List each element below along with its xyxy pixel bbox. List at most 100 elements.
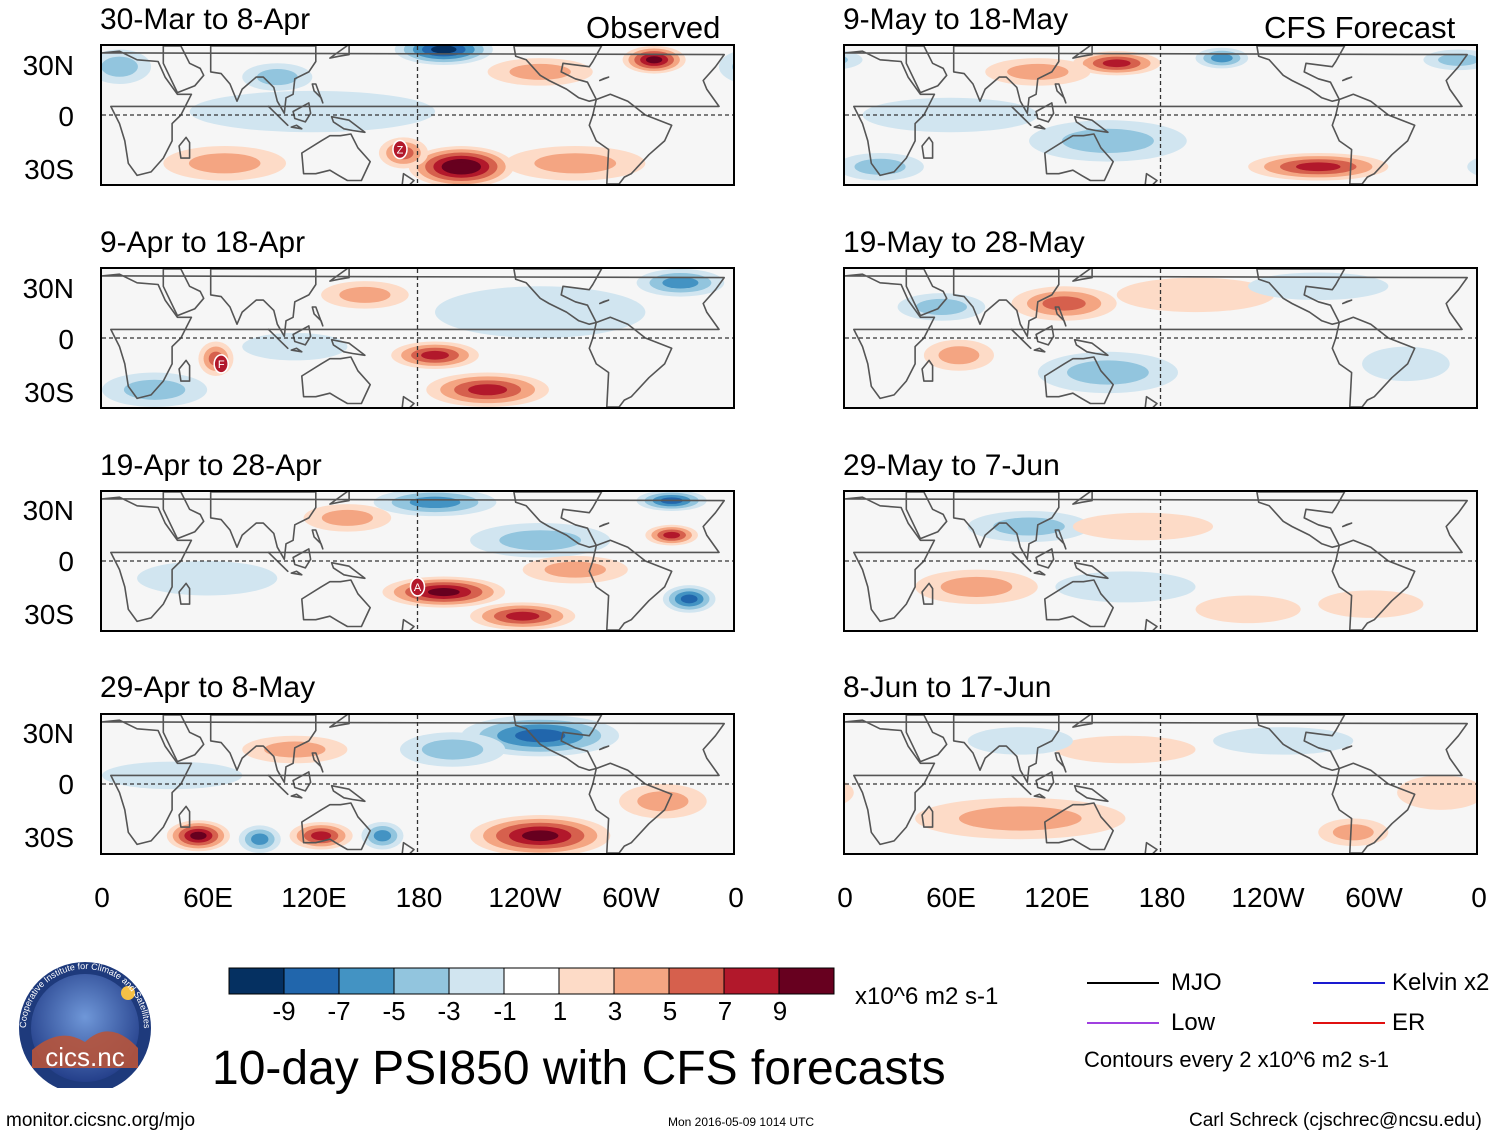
coastline (1010, 328, 1032, 350)
anomaly-contour (732, 63, 733, 70)
anomaly-contour (102, 56, 138, 77)
coastline (292, 771, 312, 792)
coastline (952, 269, 1060, 338)
panel-title: 19-May to 28-May (843, 226, 1085, 259)
lat-tick-30n: 30N (22, 50, 74, 81)
lon-tick: 120W (488, 882, 562, 913)
coastline (905, 269, 948, 317)
logo-text: cics.nc (45, 1042, 124, 1072)
lon-tick: 0 (728, 882, 744, 913)
coastline (1035, 102, 1055, 123)
lon-tick: 120E (281, 882, 347, 913)
anomaly-contour (421, 350, 449, 360)
coastline (952, 492, 1060, 561)
coastlines (845, 46, 1469, 184)
anomaly-contour (449, 162, 473, 172)
coastline (178, 805, 191, 828)
coastline (1331, 93, 1416, 184)
anomaly-contour (1318, 590, 1424, 618)
lat-tick-30n: 30N (22, 273, 74, 304)
anomaly-contour (915, 298, 967, 315)
coastline (588, 539, 673, 630)
colorbar-cell (228, 967, 285, 995)
coastline (401, 618, 415, 630)
coastline (1035, 771, 1055, 792)
anomaly-contour (339, 286, 391, 303)
coastline (1073, 561, 1109, 580)
anomaly-contour (662, 277, 699, 289)
colorbar-cell (668, 967, 725, 995)
colorbar-cell (778, 967, 835, 995)
colorbar-cell (558, 967, 615, 995)
legend-label-low: Low (1171, 1009, 1216, 1036)
anomaly-contour (1042, 296, 1086, 311)
panel-title: 19-Apr to 28-Apr (100, 449, 322, 482)
anomaly-contour (1248, 272, 1389, 301)
lon-tick: 60W (1345, 882, 1403, 913)
coastline (330, 784, 366, 803)
colorbar-cell (283, 967, 340, 995)
coastline (311, 83, 324, 104)
coastline (952, 46, 1060, 115)
coastline (329, 492, 350, 505)
anomaly-contour (522, 830, 559, 842)
anomaly-contour (1211, 53, 1233, 63)
coastline (292, 548, 312, 569)
coastline (1072, 46, 1093, 59)
legend-line-er (1313, 1022, 1385, 1024)
timestamp: Mon 2016-05-09 1014 UTC (668, 1115, 815, 1129)
coastline (330, 338, 366, 357)
anomaly-contour (468, 384, 508, 396)
coastline (921, 582, 934, 605)
coastline (588, 316, 673, 407)
map-panel (843, 713, 1478, 855)
coastline (1033, 124, 1046, 130)
map-panel: F (100, 267, 735, 409)
lon-tick: 120E (1024, 882, 1090, 913)
storm-marker (213, 354, 229, 374)
panel-title: 9-May to 18-May (843, 3, 1069, 36)
anomaly-contour (1067, 360, 1149, 385)
anomaly-contour (251, 833, 269, 845)
lat-tick-30n: 30N (22, 718, 74, 749)
coastline (329, 715, 350, 728)
anomaly-contour (718, 52, 733, 82)
coastline (311, 529, 324, 550)
anomaly-contour (938, 346, 980, 365)
anomaly-contour (940, 576, 1013, 597)
coastline (267, 328, 289, 350)
coastline (162, 269, 205, 317)
main-title: 10-day PSI850 with CFS forecasts (212, 1042, 946, 1095)
coastline (1035, 548, 1055, 569)
colorbar-tick: -7 (327, 996, 351, 1026)
anomaly-contour (505, 611, 540, 621)
lat-tick-30s: 30S (24, 377, 74, 408)
anomaly-contour (1072, 512, 1214, 541)
coastline (1054, 529, 1067, 550)
anomaly-contour (1332, 824, 1374, 841)
coastline (301, 133, 372, 182)
coastline (290, 124, 303, 130)
lon-tick: 0 (837, 882, 853, 913)
lon-tick: 0 (94, 882, 110, 913)
colorbar-cell (723, 967, 780, 995)
coastline (598, 299, 610, 305)
lon-tick: 60W (602, 882, 660, 913)
anomaly-contour (123, 379, 186, 400)
anomaly-contours (915, 510, 1424, 624)
lon-tick: 180 (395, 882, 443, 913)
map-panel (100, 713, 735, 855)
source-url[interactable]: monitor.cicsnc.org/mjo (6, 1110, 196, 1131)
coastline (1144, 172, 1158, 184)
coastline (1331, 539, 1416, 630)
anomaly-contour (845, 50, 863, 69)
coastline (1044, 802, 1115, 851)
coastline (209, 492, 317, 561)
colorbar-tick: 9 (772, 996, 788, 1026)
anomaly-contour (637, 791, 689, 812)
coastline (1341, 299, 1353, 305)
colorbar-cell (393, 967, 450, 995)
coastline (1341, 522, 1353, 528)
coastline (1341, 76, 1353, 82)
coastline (311, 752, 324, 773)
